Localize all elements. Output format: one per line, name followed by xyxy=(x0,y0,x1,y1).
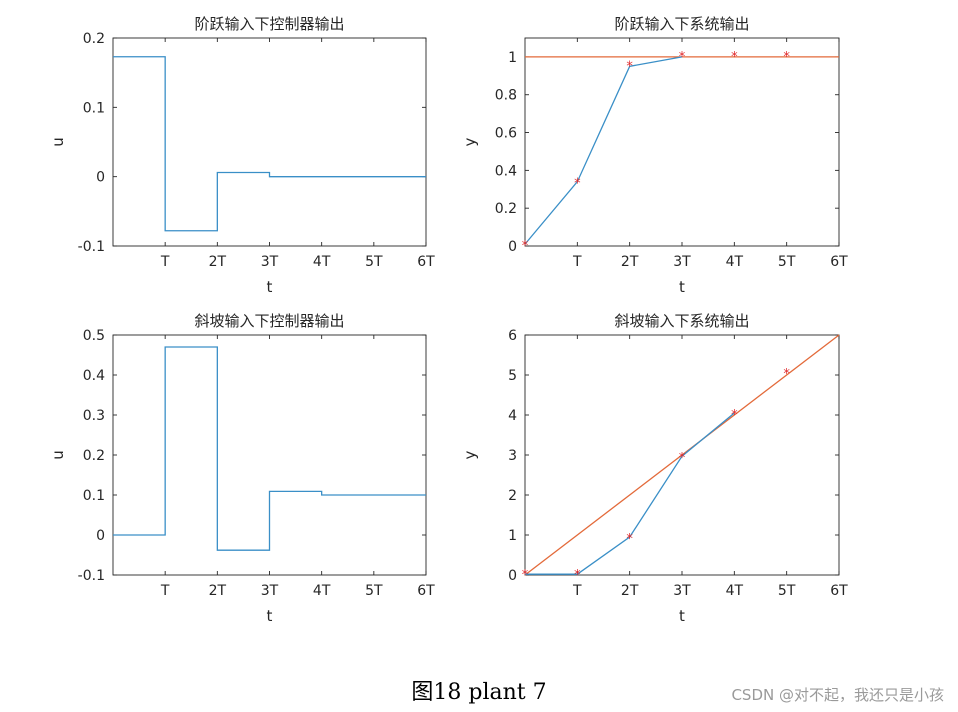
figure-caption: 图18 plant 7 xyxy=(411,680,547,705)
y-tick-label: 4 xyxy=(508,408,517,424)
y-tick-label: 0 xyxy=(508,568,517,584)
data-point-marker: * xyxy=(783,50,790,65)
y-axis-label: u xyxy=(49,450,67,460)
x-tick-label: 4T xyxy=(726,254,744,270)
x-tick-label: 3T xyxy=(673,254,691,270)
response-line xyxy=(524,56,683,245)
y-tick-label: 0.6 xyxy=(495,126,517,142)
x-tick-label: 5T xyxy=(778,583,796,599)
y-tick-label: 0.2 xyxy=(83,31,105,47)
x-tick-label: 2T xyxy=(621,254,639,270)
x-tick-label: 3T xyxy=(261,254,279,270)
x-axis-label: t xyxy=(267,607,273,625)
data-point-marker: * xyxy=(679,451,686,466)
y-tick-label: 0.4 xyxy=(495,163,517,179)
y-tick-label: 0.5 xyxy=(83,328,105,344)
axes-box xyxy=(524,37,840,247)
y-tick-label: 0.8 xyxy=(495,88,517,104)
x-tick-label: 4T xyxy=(313,254,331,270)
chart-title: 斜坡输入下控制器输出 xyxy=(194,312,344,330)
y-tick-label: 3 xyxy=(508,448,517,464)
chart-title: 阶跃输入下控制器输出 xyxy=(194,15,344,33)
y-tick-label: -0.1 xyxy=(78,239,105,255)
x-tick-label: 5T xyxy=(365,254,383,270)
chart-title: 阶跃输入下系统输出 xyxy=(614,15,749,33)
response-line xyxy=(113,346,426,551)
x-tick-label: T xyxy=(160,254,170,270)
data-point-marker: * xyxy=(626,59,633,74)
chart-panel-3: T 2T 3T 4T 5T 6T -0.1 0 0.1 0.2 0.3 0.4 0.5 斜坡输入下控制器输… xyxy=(49,312,435,625)
data-point-marker: * xyxy=(574,177,581,192)
x-tick-label: T xyxy=(572,583,582,599)
y-axis-label: y xyxy=(461,450,479,459)
x-tick-label: 4T xyxy=(726,583,744,599)
x-tick-label: 2T xyxy=(621,583,639,599)
y-tick-label: 0.2 xyxy=(495,201,517,217)
data-point-marker: * xyxy=(731,50,738,65)
x-tick-label: 6T xyxy=(830,254,848,270)
y-tick-label: 6 xyxy=(508,328,517,344)
y-tick-label: 0.2 xyxy=(83,448,105,464)
response-line xyxy=(113,56,426,232)
y-tick-label: 0.1 xyxy=(83,100,105,116)
y-tick-label: 1 xyxy=(508,528,517,544)
y-tick-label: 0 xyxy=(508,239,517,255)
data-point-marker: * xyxy=(522,568,529,583)
x-tick-label: 2T xyxy=(209,583,227,599)
x-axis-label: t xyxy=(679,607,685,625)
y-tick-label: 2 xyxy=(508,488,517,504)
y-tick-label: 1 xyxy=(508,50,517,66)
y-axis-label: y xyxy=(461,137,479,146)
x-tick-label: T xyxy=(160,583,170,599)
csdn-watermark: CSDN @对不起，我还只是小孩 xyxy=(731,686,944,704)
y-tick-label: 0 xyxy=(96,528,105,544)
x-tick-label: 6T xyxy=(417,254,435,270)
x-tick-label: 3T xyxy=(673,583,691,599)
y-axis-label: u xyxy=(49,137,67,147)
x-tick-label: 2T xyxy=(209,254,227,270)
chart-title: 斜坡输入下系统输出 xyxy=(614,312,749,330)
y-tick-label: 0.1 xyxy=(83,488,105,504)
reference-line xyxy=(524,334,840,576)
data-point-marker: * xyxy=(522,239,529,254)
x-axis-label: t xyxy=(679,278,685,296)
data-point-marker: * xyxy=(783,367,790,382)
x-tick-label: 6T xyxy=(417,583,435,599)
response-line xyxy=(525,412,735,575)
x-axis-label: t xyxy=(267,278,273,296)
x-tick-label: 4T xyxy=(313,583,331,599)
x-tick-label: 5T xyxy=(778,254,796,270)
data-point-marker: * xyxy=(679,50,686,65)
chart-panel-1: T 2T 3T 4T 5T 6T -0.1 0 0.1 0.2 阶跃输入下控制器输出 t u xyxy=(49,15,435,296)
x-tick-label: T xyxy=(572,254,582,270)
data-point-marker: * xyxy=(626,532,633,547)
y-tick-label: 0 xyxy=(96,170,105,186)
data-point-marker: * xyxy=(731,408,738,423)
chart-panel-2: T 2T 3T 4T 5T 6T 0 0.2 0.4 0.6 0.8 1 阶跃输入下系统输出 t y * * * *… xyxy=(461,15,848,296)
y-tick-label: 0.4 xyxy=(83,368,105,384)
x-tick-label: 6T xyxy=(830,583,848,599)
data-point-marker: * xyxy=(574,568,581,583)
axes-box xyxy=(112,37,427,247)
y-tick-label: 5 xyxy=(508,368,517,384)
x-tick-label: 5T xyxy=(365,583,383,599)
y-tick-label: -0.1 xyxy=(78,568,105,584)
chart-panel-4: T 2T 3T 4T 5T 6T 0 1 2 3 4 5 6 斜坡输入下系统输出 t y * * * * * * xyxy=(461,312,848,625)
x-tick-label: 3T xyxy=(261,583,279,599)
y-tick-label: 0.3 xyxy=(83,408,105,424)
